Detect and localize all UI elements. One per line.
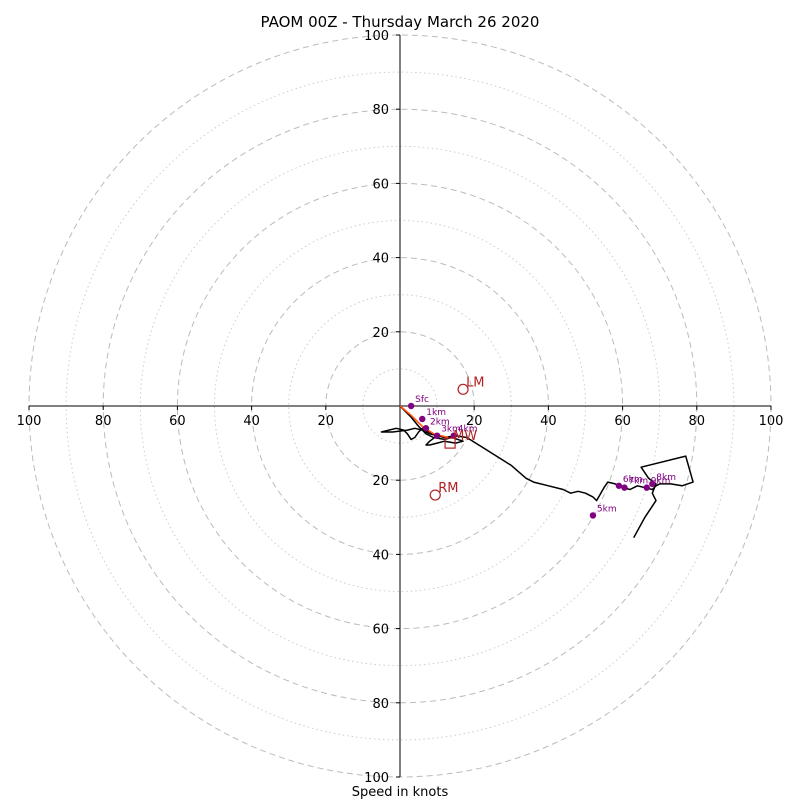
height-label-7km: 7km — [628, 477, 648, 487]
storm-motion-marker-LM — [457, 383, 469, 395]
x-tick-label: 20 — [466, 414, 483, 429]
height-label-Sfc: Sfc — [415, 395, 429, 405]
height-marker-3km — [433, 432, 441, 439]
storm-motion-marker-MW — [444, 437, 456, 449]
x-tick-label: 100 — [17, 414, 42, 429]
height-label-8km: 8km — [656, 473, 676, 483]
height-marker-8km — [649, 480, 656, 488]
y-tick-label: 60 — [372, 177, 389, 192]
hodograph-trace-group — [380, 405, 694, 539]
x-tick-label: 60 — [614, 414, 631, 429]
storm-motion-label-MW: MW — [453, 429, 477, 444]
y-tick-label: 40 — [372, 548, 389, 563]
height-label-2km: 2km — [430, 417, 450, 427]
height-marker-7km — [621, 484, 628, 491]
height-marker-4km — [450, 432, 457, 439]
x-tick-label: 80 — [95, 414, 112, 429]
x-tick-label: 100 — [759, 414, 784, 429]
height-marker-9km — [643, 484, 650, 491]
x-tick-label: 80 — [689, 414, 706, 429]
height-label-3km: 3km — [441, 425, 461, 435]
y-tick-label: 80 — [372, 697, 389, 712]
height-marker-5km — [589, 512, 597, 519]
y-tick-label: 40 — [372, 252, 389, 267]
height-label-6km: 6km — [623, 475, 643, 485]
x-tick-label: 60 — [169, 414, 186, 429]
storm-motion-label-RM: RM — [438, 481, 458, 496]
height-label-1km: 1km — [426, 408, 446, 418]
storm-motion-markers: LM RM MW — [429, 375, 485, 501]
height-marker-1km — [419, 415, 426, 423]
height-label-5km: 5km — [597, 504, 617, 514]
x-axis-label: Speed in knots — [352, 785, 449, 800]
storm-motion-marker-RM — [429, 489, 441, 501]
axis-tick-labels: 100 80 60 40 20 20 40 60 80 100 100 80 60 40 20 20 40 60 8… — [17, 29, 784, 786]
height-marker-2km — [422, 425, 430, 432]
y-tick-label: 80 — [372, 103, 389, 118]
storm-motion-label-LM: LM — [466, 375, 484, 390]
x-tick-label: 40 — [540, 414, 557, 429]
height-marker-Sfc — [407, 402, 415, 410]
height-marker-6km — [615, 482, 623, 489]
x-tick-label: 40 — [243, 414, 260, 429]
height-label-9km: 9km — [651, 477, 671, 487]
y-tick-label: 20 — [372, 474, 389, 489]
chart-title: PAOM 00Z - Thursday March 26 2020 — [261, 13, 540, 31]
y-tick-label: 20 — [372, 326, 389, 341]
y-tick-label: 100 — [364, 771, 389, 786]
y-tick-label: 60 — [372, 623, 389, 638]
hodograph-trace — [380, 405, 694, 539]
y-tick-label: 100 — [364, 29, 389, 44]
height-label-4km: 4km — [458, 425, 478, 435]
x-tick-label: 20 — [318, 414, 335, 429]
